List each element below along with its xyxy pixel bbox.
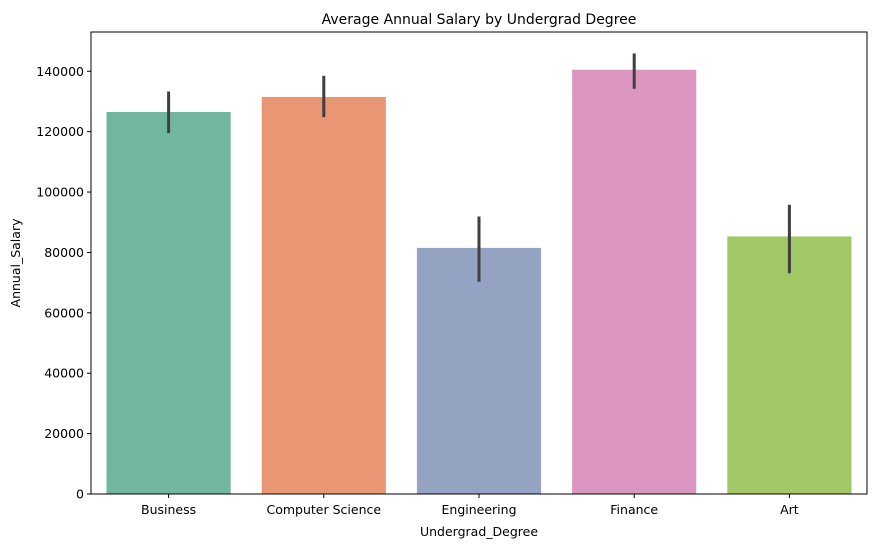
y-tick-label: 20000	[44, 426, 84, 441]
x-tick-label: Computer Science	[267, 502, 382, 517]
x-tick-label: Finance	[610, 502, 658, 517]
bar-art	[727, 236, 852, 495]
bar-computer-science	[261, 96, 386, 494]
x-tick-label: Engineering	[442, 502, 517, 517]
y-tick-label: 40000	[44, 366, 84, 381]
y-tick-label: 100000	[36, 185, 84, 200]
y-tick-label: 60000	[44, 305, 84, 320]
x-tick-label: Art	[780, 502, 799, 517]
y-tick-label: 0	[76, 487, 84, 502]
plot-frame	[90, 31, 868, 495]
bar-engineering	[416, 247, 542, 494]
y-tick-label: 140000	[36, 64, 84, 79]
y-tick-label: 120000	[36, 124, 84, 139]
x-axis-label: Undergrad_Degree	[420, 524, 538, 539]
plot-area: 0 20000 40000 60000 80000 100000 120000 140000 B…	[36, 53, 852, 517]
y-axis-label: Annual_Salary	[8, 218, 23, 308]
chart-title: Average Annual Salary by Undergrad Degre…	[322, 12, 637, 28]
bar-business	[106, 112, 231, 495]
x-tick-label: Business	[141, 502, 196, 517]
bar-finance	[572, 69, 697, 495]
y-tick-label: 80000	[44, 245, 84, 260]
